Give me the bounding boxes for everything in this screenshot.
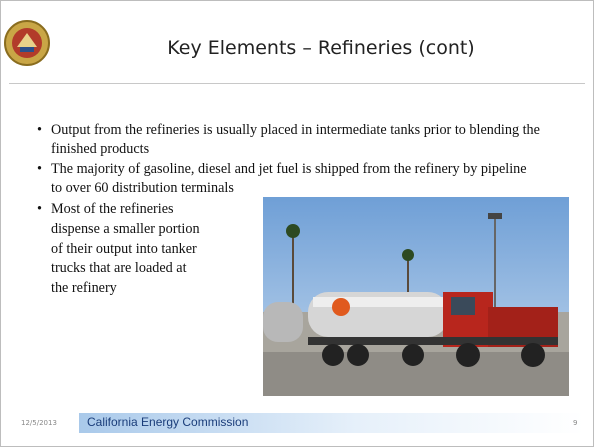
title-rule [9,83,585,84]
bullet: Most of the refineries dispense a smalle… [37,200,201,299]
page-number: 9 [573,419,578,427]
bullet: The majority of gasoline, diesel and jet… [37,160,541,198]
seal-logo [4,20,50,66]
footer-date: 12/5/2013 [21,419,57,427]
footer-bar [79,413,584,433]
slide-title: Key Elements – Refineries (cont) [167,37,475,59]
footer-organization: California Energy Commission [87,415,249,429]
bullet: Output from the refineries is usually pl… [37,121,541,159]
tanker-photo [263,197,569,396]
